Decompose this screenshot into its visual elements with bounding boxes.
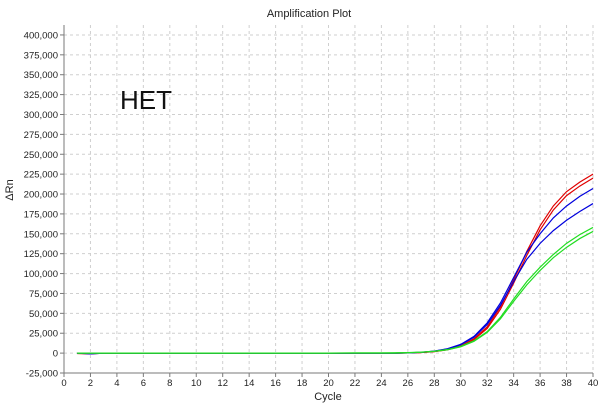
y-tick-label: 100,000 — [24, 269, 58, 280]
x-tick-label: 12 — [217, 378, 228, 389]
x-tick-label: 16 — [270, 378, 281, 389]
y-tick-label: 400,000 — [24, 30, 58, 41]
y-tick-label: 250,000 — [24, 150, 58, 161]
x-tick-label: 34 — [508, 378, 519, 389]
y-tick-label: 175,000 — [24, 209, 58, 220]
y-tick-label: 325,000 — [24, 90, 58, 101]
y-tick-label: 50,000 — [29, 309, 58, 320]
y-axis-label: ΔRn — [4, 179, 16, 200]
y-tick-label: -25,000 — [26, 369, 58, 380]
x-tick-label: 2 — [88, 378, 93, 389]
y-tick-label: 125,000 — [24, 249, 58, 260]
x-tick-label: 22 — [350, 378, 361, 389]
y-tick-label: 25,000 — [29, 329, 58, 340]
x-tick-label: 6 — [141, 378, 146, 389]
y-tick-label: 300,000 — [24, 110, 58, 121]
y-tick-label: 150,000 — [24, 229, 58, 240]
x-tick-label: 4 — [114, 378, 119, 389]
x-tick-label: 20 — [323, 378, 334, 389]
y-tick-label: 275,000 — [24, 130, 58, 141]
y-tick-labels: -25,000 0 25,000 50,000 75,000 100,000 125,000… — [24, 30, 58, 379]
axes-layer — [60, 25, 594, 377]
x-tick-label: 30 — [455, 378, 466, 389]
x-tick-label: 18 — [297, 378, 308, 389]
series-line-6 — [77, 230, 594, 354]
x-axis-label: Cycle — [314, 391, 342, 403]
y-tick-label: 350,000 — [24, 70, 58, 81]
x-tick-label: 8 — [167, 378, 172, 389]
series-layer — [77, 173, 594, 355]
x-tick-label: 10 — [191, 378, 202, 389]
y-tick-label: 75,000 — [29, 289, 58, 300]
chart-annotation: HET — [120, 85, 172, 115]
grid-layer — [63, 25, 594, 374]
x-tick-labels: 0 2 4 6 8 10 12 14 16 18 20 22 24 26 28 30 32 34 36 38 40 — [61, 378, 598, 389]
y-tick-label: 225,000 — [24, 170, 58, 181]
x-tick-label: 26 — [403, 378, 414, 389]
x-tick-label: 28 — [429, 378, 440, 389]
x-tick-label: 40 — [588, 378, 599, 389]
x-tick-label: 38 — [561, 378, 572, 389]
x-tick-label: 14 — [244, 378, 255, 389]
y-tick-label: 375,000 — [24, 50, 58, 61]
y-tick-label: 0 — [53, 349, 58, 360]
y-tick-label: 200,000 — [24, 190, 58, 201]
chart-title: Amplification Plot — [267, 8, 351, 20]
x-tick-label: 24 — [376, 378, 387, 389]
x-tick-label: 32 — [482, 378, 493, 389]
x-tick-label: 0 — [61, 378, 66, 389]
x-tick-label: 36 — [535, 378, 546, 389]
